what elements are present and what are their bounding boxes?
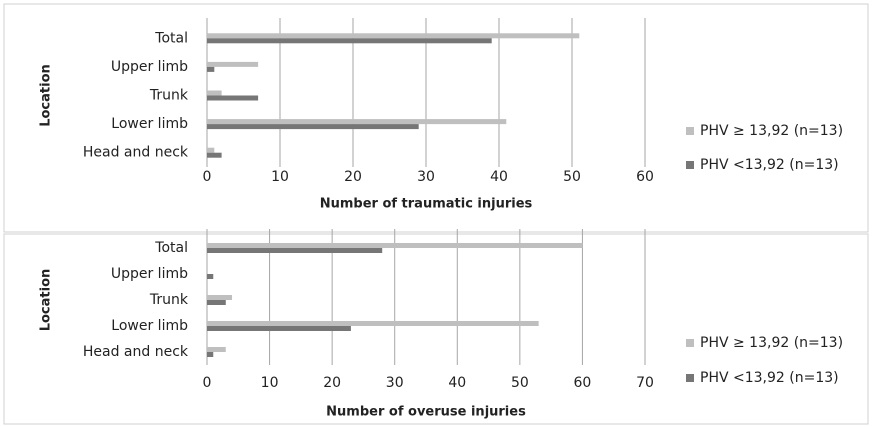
legend-swatch [686,339,694,347]
x-tick-label: 0 [203,375,212,391]
y-tick-label: Lower limb [111,318,188,334]
bar [207,147,215,153]
bar [207,243,583,248]
chart-frame [3,233,869,425]
y-tick-label: Total [154,30,188,46]
y-axis-title: Location [39,269,54,332]
bar [207,326,351,331]
x-tick-label: 30 [417,169,435,185]
bar [207,119,507,125]
bar [207,248,383,253]
y-axis-title: Location [39,64,54,127]
bar [207,38,492,44]
x-tick-label: 10 [261,375,279,391]
bar [207,347,226,352]
x-tick-label: 70 [636,375,654,391]
bar [207,61,259,67]
chart-frame [3,3,869,233]
bar [207,295,233,300]
y-tick-label: Head and neck [83,145,189,161]
bar [207,95,259,101]
bar [207,321,539,326]
y-tick-label: Lower limb [111,116,188,132]
legend-label: PHV ≥ 13,92 (n=13) [700,335,843,351]
bar [207,152,222,158]
bar [207,124,419,130]
bar [207,33,580,39]
bar [207,66,215,72]
y-tick-label: Total [154,240,188,256]
bar [207,352,214,357]
x-tick-label: 10 [271,169,289,185]
x-tick-label: 60 [574,375,592,391]
bar [207,300,226,305]
x-tick-label: 20 [323,375,341,391]
legend-swatch [686,374,694,382]
legend-label: PHV <13,92 (n=13) [700,157,839,173]
x-tick-label: 30 [386,375,404,391]
x-axis-title: Number of overuse injuries [326,405,526,420]
y-tick-label: Upper limb [111,59,188,75]
bar [207,90,222,96]
legend-swatch [686,161,694,169]
x-tick-label: 20 [344,169,362,185]
legend-swatch [686,127,694,135]
legend-label: PHV ≥ 13,92 (n=13) [700,123,843,139]
y-tick-label: Upper limb [111,266,188,282]
x-tick-label: 50 [563,169,581,185]
x-axis-title: Number of traumatic injuries [320,197,533,212]
x-tick-label: 40 [448,375,466,391]
x-tick-label: 40 [490,169,508,185]
legend-label: PHV <13,92 (n=13) [700,370,839,386]
x-tick-label: 50 [511,375,529,391]
y-tick-label: Trunk [149,292,189,308]
y-tick-label: Head and neck [83,344,189,360]
bar [207,274,214,279]
x-tick-label: 60 [636,169,654,185]
x-tick-label: 0 [203,169,212,185]
y-tick-label: Trunk [149,88,189,104]
